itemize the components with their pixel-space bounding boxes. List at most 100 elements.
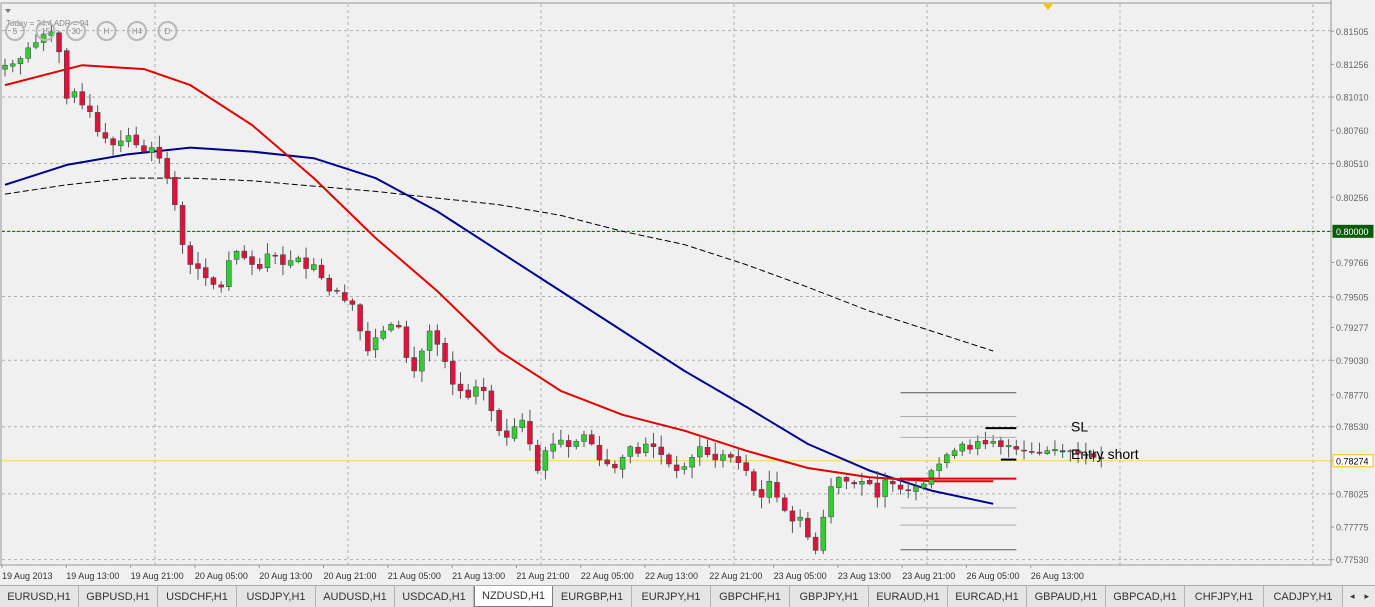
price-tick-label: 0.81256 (1336, 60, 1369, 70)
candle (118, 130, 124, 152)
tab-chfjpy-h1[interactable]: CHFJPY,H1 (1185, 586, 1264, 607)
candle (480, 377, 487, 401)
candle-body-bull (1052, 449, 1058, 452)
candle (380, 325, 387, 341)
candle (148, 141, 155, 162)
candle-body-bull (959, 443, 966, 452)
candle-body-bull (936, 463, 942, 471)
candle (17, 56, 24, 75)
timeframe-button-5[interactable]: 5 (5, 21, 25, 41)
info-text: Today = 24.4 ADR = 94 (6, 19, 89, 28)
candle (419, 348, 425, 383)
candle-body-bull (226, 260, 232, 287)
candle-body-bull (944, 454, 950, 464)
tab-scroll-right-icon[interactable]: ▸ (1364, 591, 1369, 601)
candle-body-bear (241, 250, 248, 259)
candle-body-bull (419, 350, 425, 372)
candle-body-bear (79, 91, 85, 106)
candle (334, 287, 340, 295)
candle (249, 250, 255, 276)
candle (1083, 442, 1089, 465)
candle-body-bear (890, 480, 896, 485)
candle (836, 475, 842, 495)
tab-eurusd-h1[interactable]: EURUSD,H1 (0, 586, 79, 607)
candle-body-bull (550, 443, 556, 452)
candle (704, 439, 711, 458)
tab-scroll-arrows: ◂ ▸ (1350, 586, 1375, 607)
candle (1098, 446, 1104, 468)
timeframe-button-h[interactable]: H (96, 21, 117, 41)
moving-average-blue[interactable] (4, 146, 994, 505)
tab-usdjpy-h1[interactable]: USDJPY,H1 (237, 586, 316, 607)
tab-usdcad-h1[interactable]: USDCAD,H1 (395, 586, 474, 607)
chart-overlay: Today = 24.4 ADR = 94 5 15 30 H H4 D (5, 4, 1053, 41)
candle-body-bear (172, 176, 178, 205)
candle (681, 462, 688, 475)
tab-eurjpy-h1[interactable]: EURJPY,H1 (632, 586, 711, 607)
candle (766, 470, 773, 504)
candle-body-bull (311, 264, 317, 270)
price-tick-label: 0.80510 (1336, 159, 1369, 169)
candle-body-bear (743, 462, 749, 471)
candle (565, 434, 572, 458)
candle (743, 454, 749, 477)
candle-body-bear (110, 138, 116, 146)
candle (712, 442, 718, 468)
tab-nzdusd-h1[interactable]: NZDUSD,H1 (474, 586, 553, 607)
candle-body-bear (527, 421, 533, 445)
candle (2, 58, 8, 77)
candle-body-bull (1005, 445, 1012, 448)
candle (71, 88, 78, 103)
candle-body-bear (805, 518, 811, 538)
tab-euraud-h1[interactable]: EURAUD,H1 (869, 586, 948, 607)
time-tick-label: 19 Aug 21:00 (131, 571, 184, 581)
candle-body-bear (704, 447, 711, 455)
candle (25, 42, 31, 63)
candle (627, 445, 634, 464)
time-axis[interactable]: 19 Aug 2013 19 Aug 13:00 19 Aug 21:00 20 Au… (0, 564, 1331, 581)
candle (94, 105, 101, 137)
time-tick-label: 21 Aug 21:00 (516, 571, 569, 581)
symbol-tab-bar: EURUSD,H1 GBPUSD,H1 USDCHF,H1 USDJPY,H1 AUDU… (0, 585, 1375, 607)
tab-gbpusd-h1[interactable]: GBPUSD,H1 (79, 586, 158, 607)
candle (426, 324, 433, 362)
tab-gbpchf-h1[interactable]: GBPCHF,H1 (711, 586, 790, 607)
tab-cadjpy-h1[interactable]: CADJPY,H1 (1264, 586, 1343, 607)
candle-body-bull (627, 446, 634, 457)
candle (125, 127, 132, 148)
candle (974, 435, 981, 456)
tab-audusd-h1[interactable]: AUDUSD,H1 (316, 586, 395, 607)
tab-gbpaud-h1[interactable]: GBPAUD,H1 (1027, 586, 1106, 607)
candle (604, 448, 610, 467)
candle (202, 258, 209, 286)
price-axis[interactable]: 0.81505 0.81256 0.81010 0.80760 0.80510 0.802… (1330, 0, 1374, 565)
tab-eurcad-h1[interactable]: EURCAD,H1 (948, 586, 1027, 607)
timeframe-button-ring (96, 21, 117, 41)
candle-body-bear (341, 292, 348, 301)
moving-average-red[interactable] (4, 64, 994, 483)
candle-body-bear (395, 324, 402, 328)
candle (1075, 442, 1081, 463)
candle (643, 437, 649, 457)
candle (1013, 439, 1020, 456)
time-tick-label: 22 Aug 05:00 (581, 571, 634, 581)
candle (164, 151, 170, 185)
timeframe-button-15[interactable]: 15 (35, 21, 56, 41)
tab-eurgbp-h1[interactable]: EURGBP,H1 (553, 586, 632, 607)
tab-gbpjpy-h1[interactable]: GBPJPY,H1 (790, 586, 869, 607)
candle (504, 418, 510, 446)
level-lines[interactable] (900, 392, 1017, 551)
tab-usdchf-h1[interactable]: USDCHF,H1 (158, 586, 237, 607)
chart-menu-icon[interactable] (5, 9, 11, 13)
timeframe-button-d[interactable]: D (157, 21, 178, 41)
price-tick-label: 0.80256 (1336, 193, 1369, 203)
candle (812, 532, 819, 555)
tab-scroll-left-icon[interactable]: ◂ (1349, 591, 1355, 601)
timeframe-button-30[interactable]: 30 (66, 21, 86, 41)
candle (820, 509, 827, 554)
price-chart[interactable]: SL Entry short 0.81505 0.81256 0.81010 0.807… (0, 0, 1375, 585)
tab-gbpcad-h1[interactable]: GBPCAD,H1 (1106, 586, 1185, 607)
timeframe-button-h4[interactable]: H4 (127, 21, 147, 41)
time-tick-label: 19 Aug 13:00 (66, 571, 119, 581)
candle-body-bear (257, 264, 263, 269)
